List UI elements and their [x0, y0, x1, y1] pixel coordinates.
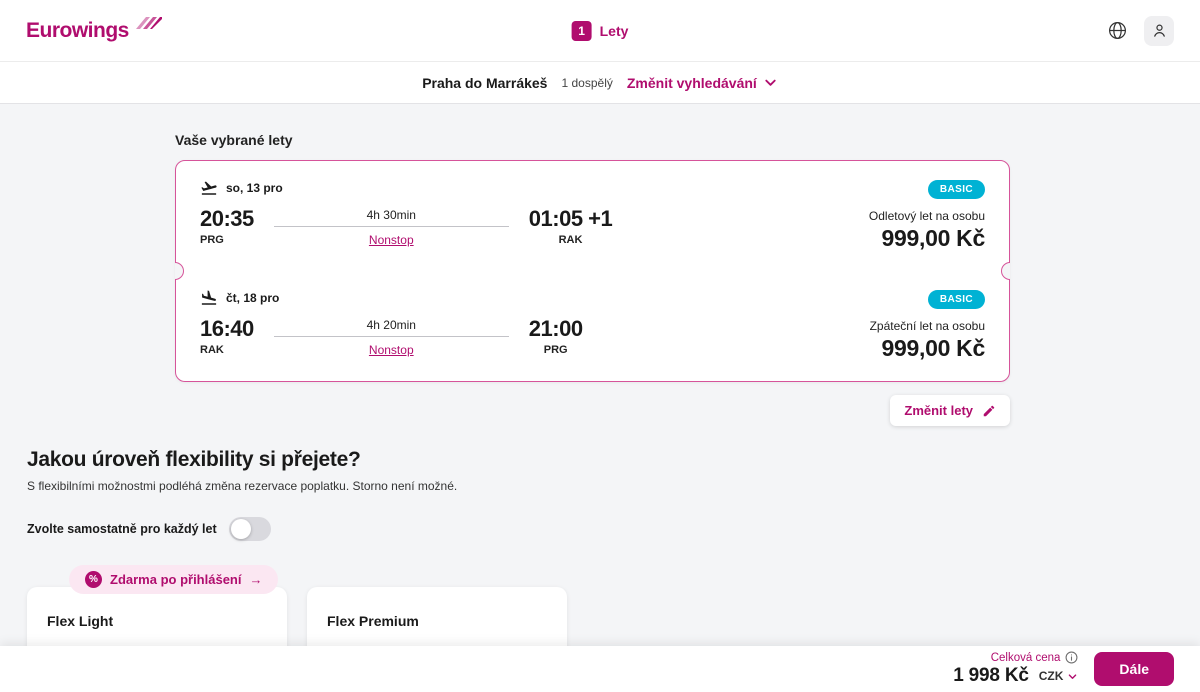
step-indicator-flights[interactable]: 1 Lety [571, 20, 629, 41]
return-arrival-airport: PRG [543, 344, 568, 357]
plane-landing-icon [201, 290, 217, 305]
change-flights-label: Změnit lety [904, 403, 973, 418]
language-globe-icon[interactable] [1102, 16, 1132, 46]
flight-path-line [273, 226, 509, 227]
per-flight-toggle[interactable] [228, 517, 271, 541]
outbound-departure-airport: PRG [200, 234, 224, 247]
selected-flights-section: Vaše vybrané lety so, 13 pro 20 [175, 132, 1010, 382]
main-content: Vaše vybrané lety so, 13 pro 20 [0, 104, 1200, 692]
eurowings-logo[interactable]: Eurowings [26, 16, 162, 43]
info-icon[interactable] [1065, 651, 1078, 664]
outbound-price: 999,00 Kč [881, 225, 986, 251]
account-user-icon[interactable] [1144, 15, 1174, 46]
plane-takeoff-icon [201, 181, 217, 195]
route-summary: Praha do Marrákeš [422, 74, 548, 91]
ticket-notch-right [1001, 262, 1010, 280]
return-flight-row: čt, 18 pro 16:40 RAK 4h 20min Nonstop [176, 271, 1009, 381]
outbound-duration: 4h 30min [366, 208, 416, 222]
outbound-date: so, 13 pro [226, 181, 283, 195]
change-search-label: Změnit vyhledávání [626, 74, 757, 91]
per-flight-toggle-label: Zvolte samostatně pro každý let [27, 522, 217, 536]
total-price-label: Celková cena [990, 651, 1061, 664]
total-price-value: 1 998 Kč [953, 665, 1029, 686]
return-fare-badge: BASIC [927, 290, 985, 309]
step-number-badge: 1 [571, 20, 592, 41]
ticket-notch-left [175, 262, 184, 280]
return-date: čt, 18 pro [226, 291, 280, 305]
toggle-knob [230, 519, 251, 539]
selected-flights-title: Vaše vybrané lety [175, 132, 293, 148]
return-departure-time: 16:40 [200, 316, 254, 341]
header-actions [1102, 15, 1174, 46]
return-stops-link[interactable]: Nonstop [368, 343, 414, 357]
flex-option-name: Flex Light [47, 613, 114, 629]
outbound-price-label: Odletový let na osobu [868, 209, 985, 223]
outbound-flight-row: so, 13 pro 20:35 PRG 4h 30min Nonstop [176, 161, 1009, 271]
header: Eurowings 1 Lety [0, 0, 1200, 62]
return-arrival-time: 21:00 [528, 316, 583, 341]
outbound-departure-time: 20:35 [200, 206, 254, 231]
flex-option-name: Flex Premium [327, 613, 419, 629]
logo-text: Eurowings [26, 18, 129, 42]
outbound-arrival-time: 01:05 +1 [528, 206, 613, 231]
passengers-summary: 1 dospělý [561, 75, 613, 90]
pencil-icon [983, 405, 995, 416]
change-flights-button[interactable]: Změnit lety [890, 395, 1010, 426]
chevron-down-icon [765, 79, 776, 86]
outbound-stops-link[interactable]: Nonstop [368, 233, 414, 247]
percent-icon: % [85, 571, 102, 588]
return-duration: 4h 20min [366, 318, 416, 332]
continue-button[interactable]: Dále [1094, 652, 1174, 686]
wings-icon [135, 16, 162, 29]
flexibility-subtitle: S flexibilními možnostmi podléhá změna r… [27, 479, 458, 493]
change-search-link[interactable]: Změnit vyhledávání [627, 75, 778, 91]
outbound-fare-badge: BASIC [927, 180, 985, 199]
flexibility-title: Jakou úroveň flexibility si přejete? [27, 448, 361, 471]
search-summary-bar: Praha do Marrákeš 1 dospělý Změnit vyhle… [0, 62, 1200, 104]
arrow-right-icon: → [249, 572, 263, 587]
chevron-down-icon [1069, 673, 1077, 679]
return-departure-airport: RAK [200, 344, 224, 357]
outbound-arrival-airport: RAK [558, 234, 583, 247]
flight-ticket-card: so, 13 pro 20:35 PRG 4h 30min Nonstop [175, 160, 1010, 382]
promo-label: Zdarma po přihlášení [110, 572, 242, 587]
checkout-bar: Celková cena 1 998 Kč CZK Dále [0, 646, 1200, 692]
flight-path-line [273, 336, 509, 337]
free-after-login-badge[interactable]: % Zdarma po přihlášení → [69, 565, 279, 594]
currency-selector[interactable]: CZK [1039, 669, 1079, 683]
return-price: 999,00 Kč [881, 335, 986, 361]
currency-code: CZK [1038, 669, 1064, 683]
return-price-label: Zpáteční let na osobu [869, 319, 985, 333]
step-label: Lety [599, 22, 629, 39]
